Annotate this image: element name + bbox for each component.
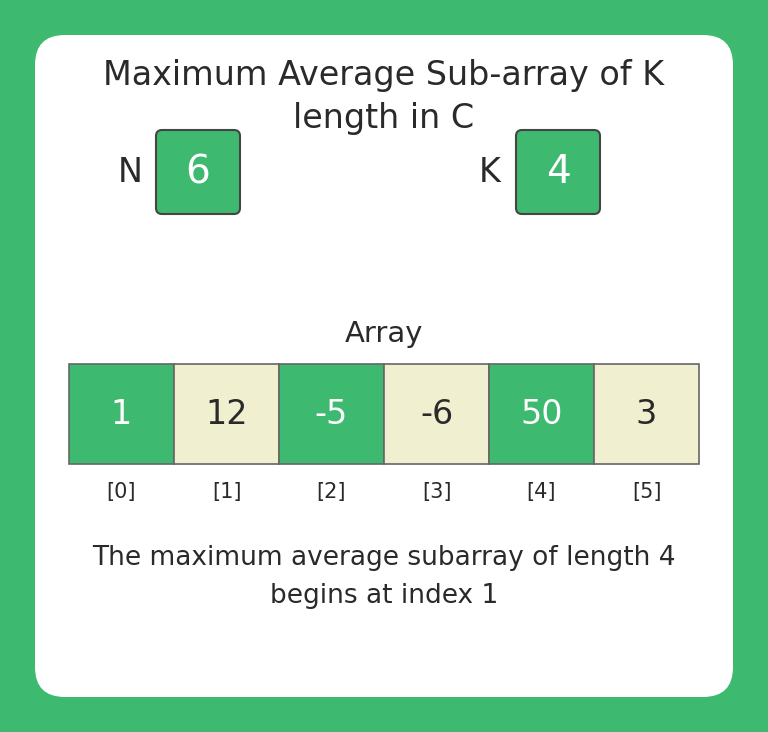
- Text: Array: Array: [345, 320, 423, 348]
- FancyBboxPatch shape: [35, 35, 733, 697]
- Bar: [384, 364, 489, 464]
- Text: -6: -6: [420, 397, 453, 430]
- Text: [0]: [0]: [107, 482, 136, 502]
- Bar: [69, 364, 174, 464]
- Bar: [279, 364, 384, 464]
- Text: Maximum Average Sub-array of K
length in C: Maximum Average Sub-array of K length in…: [104, 59, 664, 135]
- Bar: [594, 364, 699, 464]
- Text: N: N: [118, 155, 143, 189]
- Text: 4: 4: [545, 153, 571, 191]
- Text: [2]: [2]: [316, 482, 346, 502]
- Text: -5: -5: [315, 397, 348, 430]
- FancyBboxPatch shape: [516, 130, 600, 214]
- Text: 50: 50: [520, 397, 563, 430]
- FancyBboxPatch shape: [156, 130, 240, 214]
- Text: [1]: [1]: [212, 482, 241, 502]
- Text: 6: 6: [186, 153, 210, 191]
- Text: [5]: [5]: [632, 482, 661, 502]
- Text: The maximum average subarray of length 4
begins at index 1: The maximum average subarray of length 4…: [92, 545, 676, 609]
- Text: [3]: [3]: [422, 482, 452, 502]
- Bar: [174, 364, 279, 464]
- Text: 12: 12: [205, 397, 248, 430]
- Text: 3: 3: [636, 397, 657, 430]
- Text: 1: 1: [111, 397, 132, 430]
- Text: [4]: [4]: [527, 482, 556, 502]
- Text: K: K: [479, 155, 501, 189]
- Bar: [489, 364, 594, 464]
